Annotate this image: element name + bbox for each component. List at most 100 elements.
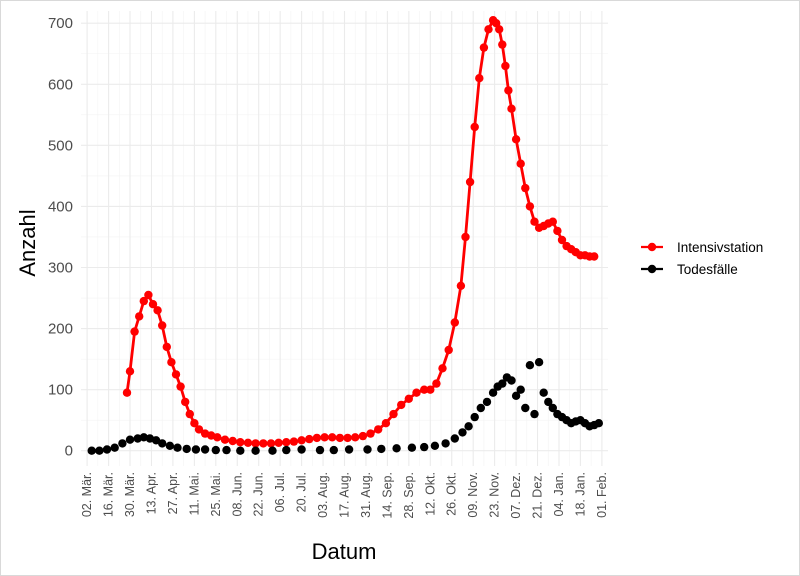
data-point [312,433,322,443]
data-point [125,367,135,376]
x-tick-label: 28. Sep. [402,472,416,519]
x-tick-label: 18. Jan. [573,472,587,516]
y-tick-label: 500 [48,137,73,154]
data-point [426,385,435,394]
data-point [498,40,507,49]
data-point [404,394,413,403]
data-point [200,445,210,454]
legend-label: Intensivstation [677,240,763,255]
data-point [525,202,535,211]
data-point [329,445,338,455]
x-tick-label: 13. Apr. [144,472,158,514]
y-tick-label: 400 [48,198,73,215]
data-point [228,436,237,446]
data-point [173,443,182,452]
data-point [444,345,453,355]
data-point [507,376,516,385]
x-tick-label: 21. Dez. [531,472,545,519]
data-point [430,441,440,450]
data-point [213,433,222,442]
data-point [211,445,220,455]
data-point [181,397,190,407]
data-point [381,419,391,428]
y-axis-title: Anzahl [15,209,40,276]
y-tick-label: 700 [48,15,73,32]
x-tick-label: 14. Sep. [380,472,394,519]
x-tick-label: 27. Apr. [166,472,180,514]
data-point [297,445,306,454]
data-point [392,444,401,453]
legend: Intensivstation Todesfälle [641,240,763,277]
data-point [222,445,231,455]
x-tick-label: 11. Mai. [187,472,201,516]
data-point [236,438,245,447]
y-tick-label: 300 [48,260,73,277]
data-point [351,433,360,442]
data-point [548,217,557,226]
data-point [87,446,96,455]
data-point [165,441,175,450]
data-point [130,327,139,336]
data-point [511,391,521,400]
x-tick-label: 30. Mär. [123,472,137,517]
data-point [412,388,421,397]
y-tick-label: 100 [48,382,73,399]
data-point [484,25,493,34]
data-point [482,397,492,407]
data-point [158,439,167,448]
x-tick-label: 31. Aug. [359,472,373,518]
data-point [153,306,162,315]
data-point [274,438,283,447]
data-point [475,74,484,83]
series-layer [87,16,603,455]
x-tick-label: 12. Okt. [423,472,437,516]
data-point [389,409,398,419]
data-point [162,342,171,352]
data-point [167,358,176,367]
data-point [488,388,498,397]
data-point [377,444,386,454]
data-point [358,431,368,441]
data-point [504,86,513,95]
y-tick-label: 0 [65,443,73,460]
data-point [110,443,119,452]
data-point [553,226,562,236]
data-point [458,428,467,437]
data-point [495,25,504,34]
data-point [297,436,306,445]
data-point [139,296,148,306]
data-point [191,445,201,454]
data-point [282,445,291,455]
y-tick-label: 600 [48,76,73,93]
data-point [268,446,277,455]
data-point [590,252,599,261]
data-point [464,422,473,431]
data-point [118,439,127,448]
x-tick-label: 16. Mär. [102,472,116,517]
data-point [363,445,372,454]
x-tick-label: 04. Jan. [552,472,566,516]
data-point [539,388,548,397]
x-tick-label: 06. Jul. [273,472,287,512]
data-point [548,403,557,413]
x-tick-label: 17. Aug. [338,472,352,518]
x-axis-title: Datum [312,539,377,564]
data-point [476,403,485,413]
data-point [236,446,245,455]
x-tick-label: 22. Jun. [252,472,266,516]
x-tick-labels: 02. Mär. 16. Mär. 30. Mär. 13. Apr. 27. Apr.… [80,472,609,519]
series-todesfaelle [87,358,603,455]
data-point [158,321,167,330]
x-tick-label: 03. Aug. [316,472,330,518]
data-point [397,400,406,410]
data-point [479,43,489,52]
data-point [525,361,535,370]
data-point [507,104,516,113]
data-point [456,281,466,290]
data-point [516,385,525,394]
data-point [125,435,135,444]
data-point [251,446,260,455]
data-point [441,439,450,448]
data-point [220,435,230,444]
data-point [534,358,544,367]
